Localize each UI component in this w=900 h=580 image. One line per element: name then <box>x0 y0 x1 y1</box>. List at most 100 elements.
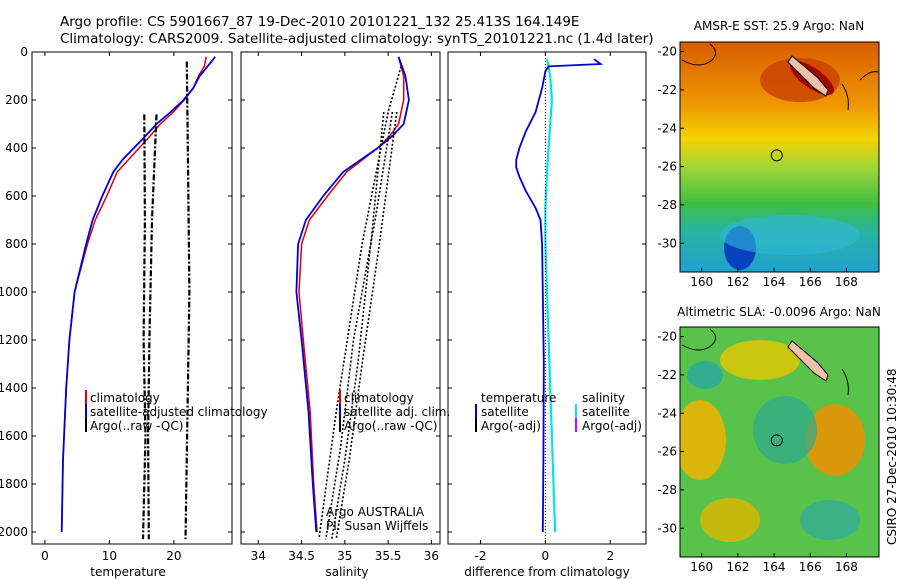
map-x-tick-label: 160 <box>690 275 713 289</box>
sst-cool-band <box>720 215 860 255</box>
header-line1: Argo profile: CS 5901667_87 19-Dec-2010 … <box>60 14 579 30</box>
depth-tick-label: 1600 <box>0 429 28 443</box>
sla-high-anomaly <box>805 404 865 476</box>
depth-tick-label: 800 <box>5 237 28 251</box>
coastline-contour <box>841 368 849 396</box>
depth-tick-label: 1400 <box>0 381 28 395</box>
legend-label-satellite: satellite adj. clim. <box>344 405 450 419</box>
float-annotation-line2: PI: Susan Wijffels <box>326 519 428 533</box>
x-tick-label: 36 <box>424 549 439 563</box>
series-argo-profile <box>146 114 158 540</box>
sst-map-frame <box>679 41 880 273</box>
legend-label-sal-argo: Argo(-adj) <box>582 419 642 433</box>
map-x-tick-label: 164 <box>763 560 786 574</box>
sla-high-anomaly <box>720 340 800 380</box>
series-climatology-line <box>60 56 207 533</box>
series-temperature-satellite-line <box>515 58 604 533</box>
map-y-tick-label: -20 <box>657 45 677 59</box>
coastline-contour <box>859 71 879 81</box>
x-tick-label: 35 <box>337 549 352 563</box>
sst-argo-position-marker <box>770 149 783 162</box>
legend-label-argo: Argo(..raw -QC) <box>344 419 437 433</box>
depth-tick-label: 400 <box>5 141 28 155</box>
depth-tick-label: 600 <box>5 189 28 203</box>
x-tick-label: 34 <box>251 549 266 563</box>
legend-heading-temperature: temperature <box>481 391 556 405</box>
map-x-tick-label: 162 <box>726 275 749 289</box>
difference-xlabel: difference from climatology <box>464 565 630 579</box>
map-y-tick-label: -24 <box>657 406 677 420</box>
legend-label-sal-satellite: satellite <box>582 405 630 419</box>
depth-tick-label: 1800 <box>0 477 28 491</box>
difference-series <box>515 58 604 533</box>
temperature-series <box>60 56 216 540</box>
salinity-legend: climatology satellite adj. clim. Argo(..… <box>339 390 450 433</box>
coastline-contour <box>841 83 849 111</box>
coastline-contour <box>681 43 716 66</box>
legend-heading-salinity: salinity <box>582 391 625 405</box>
temperature-panel-frame <box>31 51 233 545</box>
series-climatology-line <box>298 56 405 533</box>
legend-label-satellite: satellite-adjusted climatology <box>90 405 268 419</box>
series-argo-profile <box>331 111 385 540</box>
sla-map <box>680 327 879 557</box>
legend-label-temp-argo: Argo(-adj) <box>481 419 541 433</box>
x-tick-label: 0 <box>41 549 49 563</box>
map-y-tick-label: -28 <box>657 198 677 212</box>
coastline-contour <box>681 328 716 351</box>
x-tick-label: 20 <box>166 549 181 563</box>
map-x-tick-label: 166 <box>799 560 822 574</box>
depth-tick-label: 200 <box>5 93 28 107</box>
legend-label-argo: Argo(..raw -QC) <box>90 419 183 433</box>
sla-low-anomaly <box>800 500 860 540</box>
sst-map-title: AMSR-E SST: 25.9 Argo: NaN <box>694 19 864 33</box>
x-tick-label: 34.5 <box>288 549 315 563</box>
series-salinity-satellite-line <box>544 58 557 533</box>
series-argo-profile <box>335 111 398 540</box>
depth-tick-label: 1000 <box>0 285 28 299</box>
sla-low-anomaly <box>753 396 817 464</box>
series-satellite-line <box>295 56 410 533</box>
sst-map <box>680 42 879 272</box>
sla-high-anomaly <box>680 400 726 480</box>
legend-label-climatology: climatology <box>344 391 414 405</box>
depth-tick-labels: 0 200 400 600 800 1000 1200 1400 1600 1800 2000 <box>0 45 646 539</box>
depth-tick-label: 0 <box>20 45 28 59</box>
new-caledonia-island <box>787 340 829 382</box>
map-y-tick-label: -26 <box>657 160 677 174</box>
x-tick-label: 2 <box>606 549 614 563</box>
sla-map-title: Altimetric SLA: -0.0096 Argo: NaN <box>677 305 881 319</box>
map-y-tick-label: -22 <box>657 83 677 97</box>
difference-legend: temperature satellite Argo(-adj) salinit… <box>475 391 642 433</box>
salinity-panel-frame <box>240 51 441 545</box>
map-y-tick-label: -24 <box>657 121 677 135</box>
difference-x-ticks: -2 0 2 <box>474 52 614 563</box>
map-y-tick-label: -30 <box>657 521 677 535</box>
map-y-tick-label: -28 <box>657 483 677 497</box>
temperature-legend: climatology satellite-adjusted climatolo… <box>85 390 268 433</box>
sla-low-anomaly <box>687 361 723 389</box>
map-x-tick-label: 168 <box>835 560 858 574</box>
sla-map-frame <box>679 326 880 558</box>
sla-argo-position-marker <box>770 434 783 447</box>
footer-stamp: CSIRO 27-Dec-2010 10:30:48 <box>885 368 899 545</box>
salinity-series <box>295 56 410 540</box>
difference-panel-frame <box>447 51 647 545</box>
sla-map-ticks: 160 162 164 166 168 -20 -22 -24 -26 -28 -30 <box>657 330 857 574</box>
x-tick-label: 0 <box>542 549 550 563</box>
salinity-xlabel: salinity <box>325 565 368 579</box>
map-x-tick-label: 164 <box>763 275 786 289</box>
map-y-tick-label: -26 <box>657 445 677 459</box>
depth-tick-label: 2000 <box>0 525 28 539</box>
map-y-tick-label: -30 <box>657 236 677 250</box>
map-x-tick-label: 166 <box>799 275 822 289</box>
series-satellite-line <box>60 56 216 533</box>
series-argo-profile <box>184 61 191 540</box>
series-argo-profile <box>141 114 147 540</box>
sla-high-anomaly <box>700 498 760 542</box>
series-argo-profile <box>318 66 402 540</box>
legend-label-climatology: climatology <box>90 391 160 405</box>
salinity-x-ticks: 34 34.5 35 35.5 36 <box>251 52 439 563</box>
map-y-tick-label: -20 <box>657 330 677 344</box>
map-x-tick-label: 160 <box>690 560 713 574</box>
